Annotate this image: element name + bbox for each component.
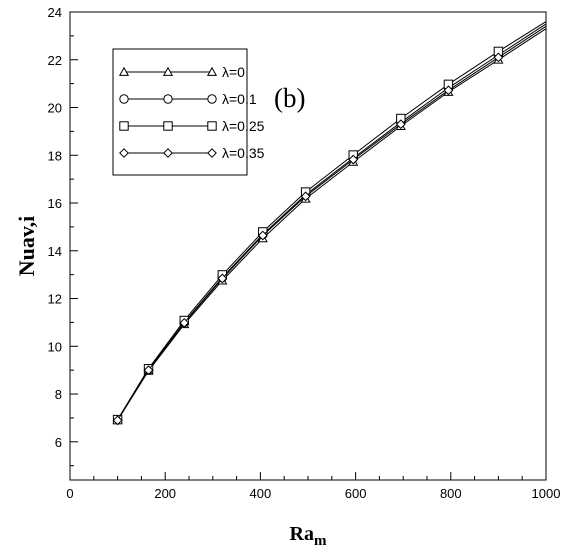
y-tick-label: 20 (48, 101, 62, 116)
legend-label: λ=0 (222, 64, 245, 80)
y-tick-label: 22 (48, 53, 62, 68)
data-point (443, 85, 454, 96)
x-axis-title-sub: m (314, 533, 327, 547)
data-point (348, 154, 359, 165)
data-point (143, 365, 154, 376)
data-point (217, 273, 228, 284)
legend-marker (163, 148, 173, 158)
legend-marker (162, 66, 174, 76)
legend-box (112, 48, 248, 176)
data-point (395, 119, 406, 130)
data-point (300, 191, 311, 202)
data-point (257, 230, 268, 241)
x-axis-title: Ram (290, 523, 327, 547)
legend-marker (119, 121, 129, 131)
legend-marker (163, 121, 173, 131)
series-layer (112, 21, 547, 426)
legend-items: λ=0 λ=0.1 λ=0.25 λ=0.35 (118, 64, 265, 161)
legend: λ=0 λ=0.1 λ=0.25 λ=0.35 (112, 48, 265, 176)
legend-item: λ=0.1 (119, 91, 257, 107)
legend-marker (207, 148, 217, 158)
data-point (112, 415, 123, 426)
legend-marker (207, 121, 217, 131)
data-point (493, 52, 504, 63)
x-tick-label: 0 (66, 486, 73, 501)
y-tick-label: 16 (48, 196, 62, 211)
legend-marker (119, 148, 129, 158)
y-tick-label: 18 (48, 148, 62, 163)
x-axis-title-main: Ra (290, 523, 314, 545)
legend-marker (163, 94, 173, 104)
legend-label: λ=0.25 (222, 118, 265, 134)
y-axis-title: Nuav,i (14, 216, 39, 277)
y-tick-label: 6 (55, 435, 62, 450)
x-tick-label: 400 (250, 486, 272, 501)
x-tick-label: 1000 (532, 486, 561, 501)
axis-ticks (69, 11, 547, 480)
legend-marker (118, 66, 130, 76)
y-tick-label: 8 (55, 387, 62, 402)
legend-item: λ=0.25 (119, 118, 265, 134)
legend-item: λ=0 (118, 64, 245, 80)
series-3 (112, 25, 547, 426)
y-tick-label: 10 (48, 339, 62, 354)
legend-marker (207, 94, 217, 104)
chart-annotation: (b) (274, 83, 305, 113)
legend-label: λ=0.35 (222, 145, 265, 161)
x-tick-label: 800 (440, 486, 462, 501)
tick-labels: 0 200 400 600 800 1000 6 8 10 12 14 16 18 20 22 24 (48, 5, 561, 501)
data-point (179, 317, 190, 328)
y-tick-label: 24 (48, 5, 62, 20)
y-tick-label: 14 (48, 244, 62, 259)
legend-label: λ=0.1 (222, 91, 257, 107)
y-tick-label: 12 (48, 292, 62, 307)
legend-marker (206, 66, 218, 76)
x-tick-label: 200 (154, 486, 176, 501)
legend-marker (119, 94, 129, 104)
legend-item: λ=0.35 (119, 145, 265, 161)
x-tick-label: 600 (345, 486, 367, 501)
